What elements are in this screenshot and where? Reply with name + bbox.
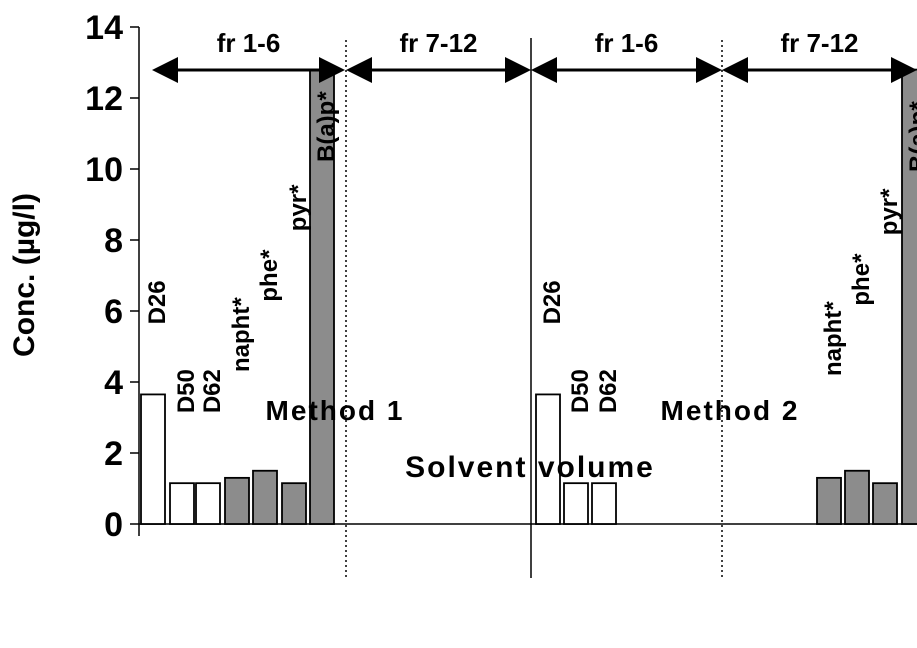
bar-label: pyr*	[285, 184, 312, 231]
arrow-head-left	[531, 57, 557, 83]
x-axis-title: Solvent volume	[405, 451, 655, 484]
y-tick-label: 14	[85, 9, 123, 47]
bar	[872, 482, 898, 525]
bar	[195, 482, 221, 525]
fraction-arrows: fr 1-6 fr 7-12 fr 1-6 fr 7-12	[152, 28, 917, 83]
bars	[140, 68, 917, 525]
fraction-label: fr 7-12	[780, 28, 858, 58]
bar-label: D62	[595, 369, 622, 413]
y-tick-label: 10	[85, 151, 123, 189]
bar	[535, 393, 561, 525]
bar-label: D62	[199, 369, 226, 413]
y-axis-title: Conc. (µg/l)	[8, 193, 41, 357]
bar	[224, 476, 250, 525]
fraction-label: fr 1-6	[217, 28, 281, 58]
group-label-method-1: Method 1	[266, 395, 405, 426]
y-tick-label: 0	[104, 506, 123, 544]
bar	[169, 482, 195, 525]
bar-label: phe*	[848, 253, 875, 306]
fraction-label: fr 7-12	[399, 28, 477, 58]
bar	[591, 482, 617, 525]
arrow-head-left	[346, 57, 372, 83]
bar-label: phe*	[256, 249, 283, 302]
bar-label: napht*	[820, 301, 847, 376]
bar-label: B(a)p*	[905, 101, 917, 172]
y-tick-label: 4	[104, 364, 123, 402]
arrow-head-right	[505, 57, 531, 83]
arrow-head-right	[891, 57, 917, 83]
y-tick-label: 12	[85, 80, 123, 118]
bar-label: napht*	[228, 297, 255, 372]
bar	[252, 469, 278, 525]
bar-label: D26	[144, 280, 171, 324]
arrow-head-left	[722, 57, 748, 83]
bar-label: pyr*	[876, 188, 903, 235]
bar	[816, 476, 842, 525]
bar-label: D26	[539, 280, 566, 324]
group-label-method-2: Method 2	[661, 395, 800, 426]
y-axis: 0 2 4 6 8 10 12 14	[85, 9, 140, 544]
bar-label: D50	[173, 369, 200, 413]
arrow-head-left	[152, 57, 178, 83]
fraction-label: fr 1-6	[595, 28, 659, 58]
bar	[844, 469, 870, 525]
bar-label: D50	[567, 369, 594, 413]
y-tick-label: 2	[104, 435, 123, 473]
y-tick-label: 8	[104, 222, 123, 260]
y-tick-label: 6	[104, 293, 123, 331]
arrow-head-right	[696, 57, 722, 83]
bar	[140, 393, 166, 525]
bar-label: B(a)p*	[313, 91, 340, 162]
bar	[281, 482, 307, 525]
arrow-head-right	[319, 57, 345, 83]
bar	[563, 482, 589, 525]
